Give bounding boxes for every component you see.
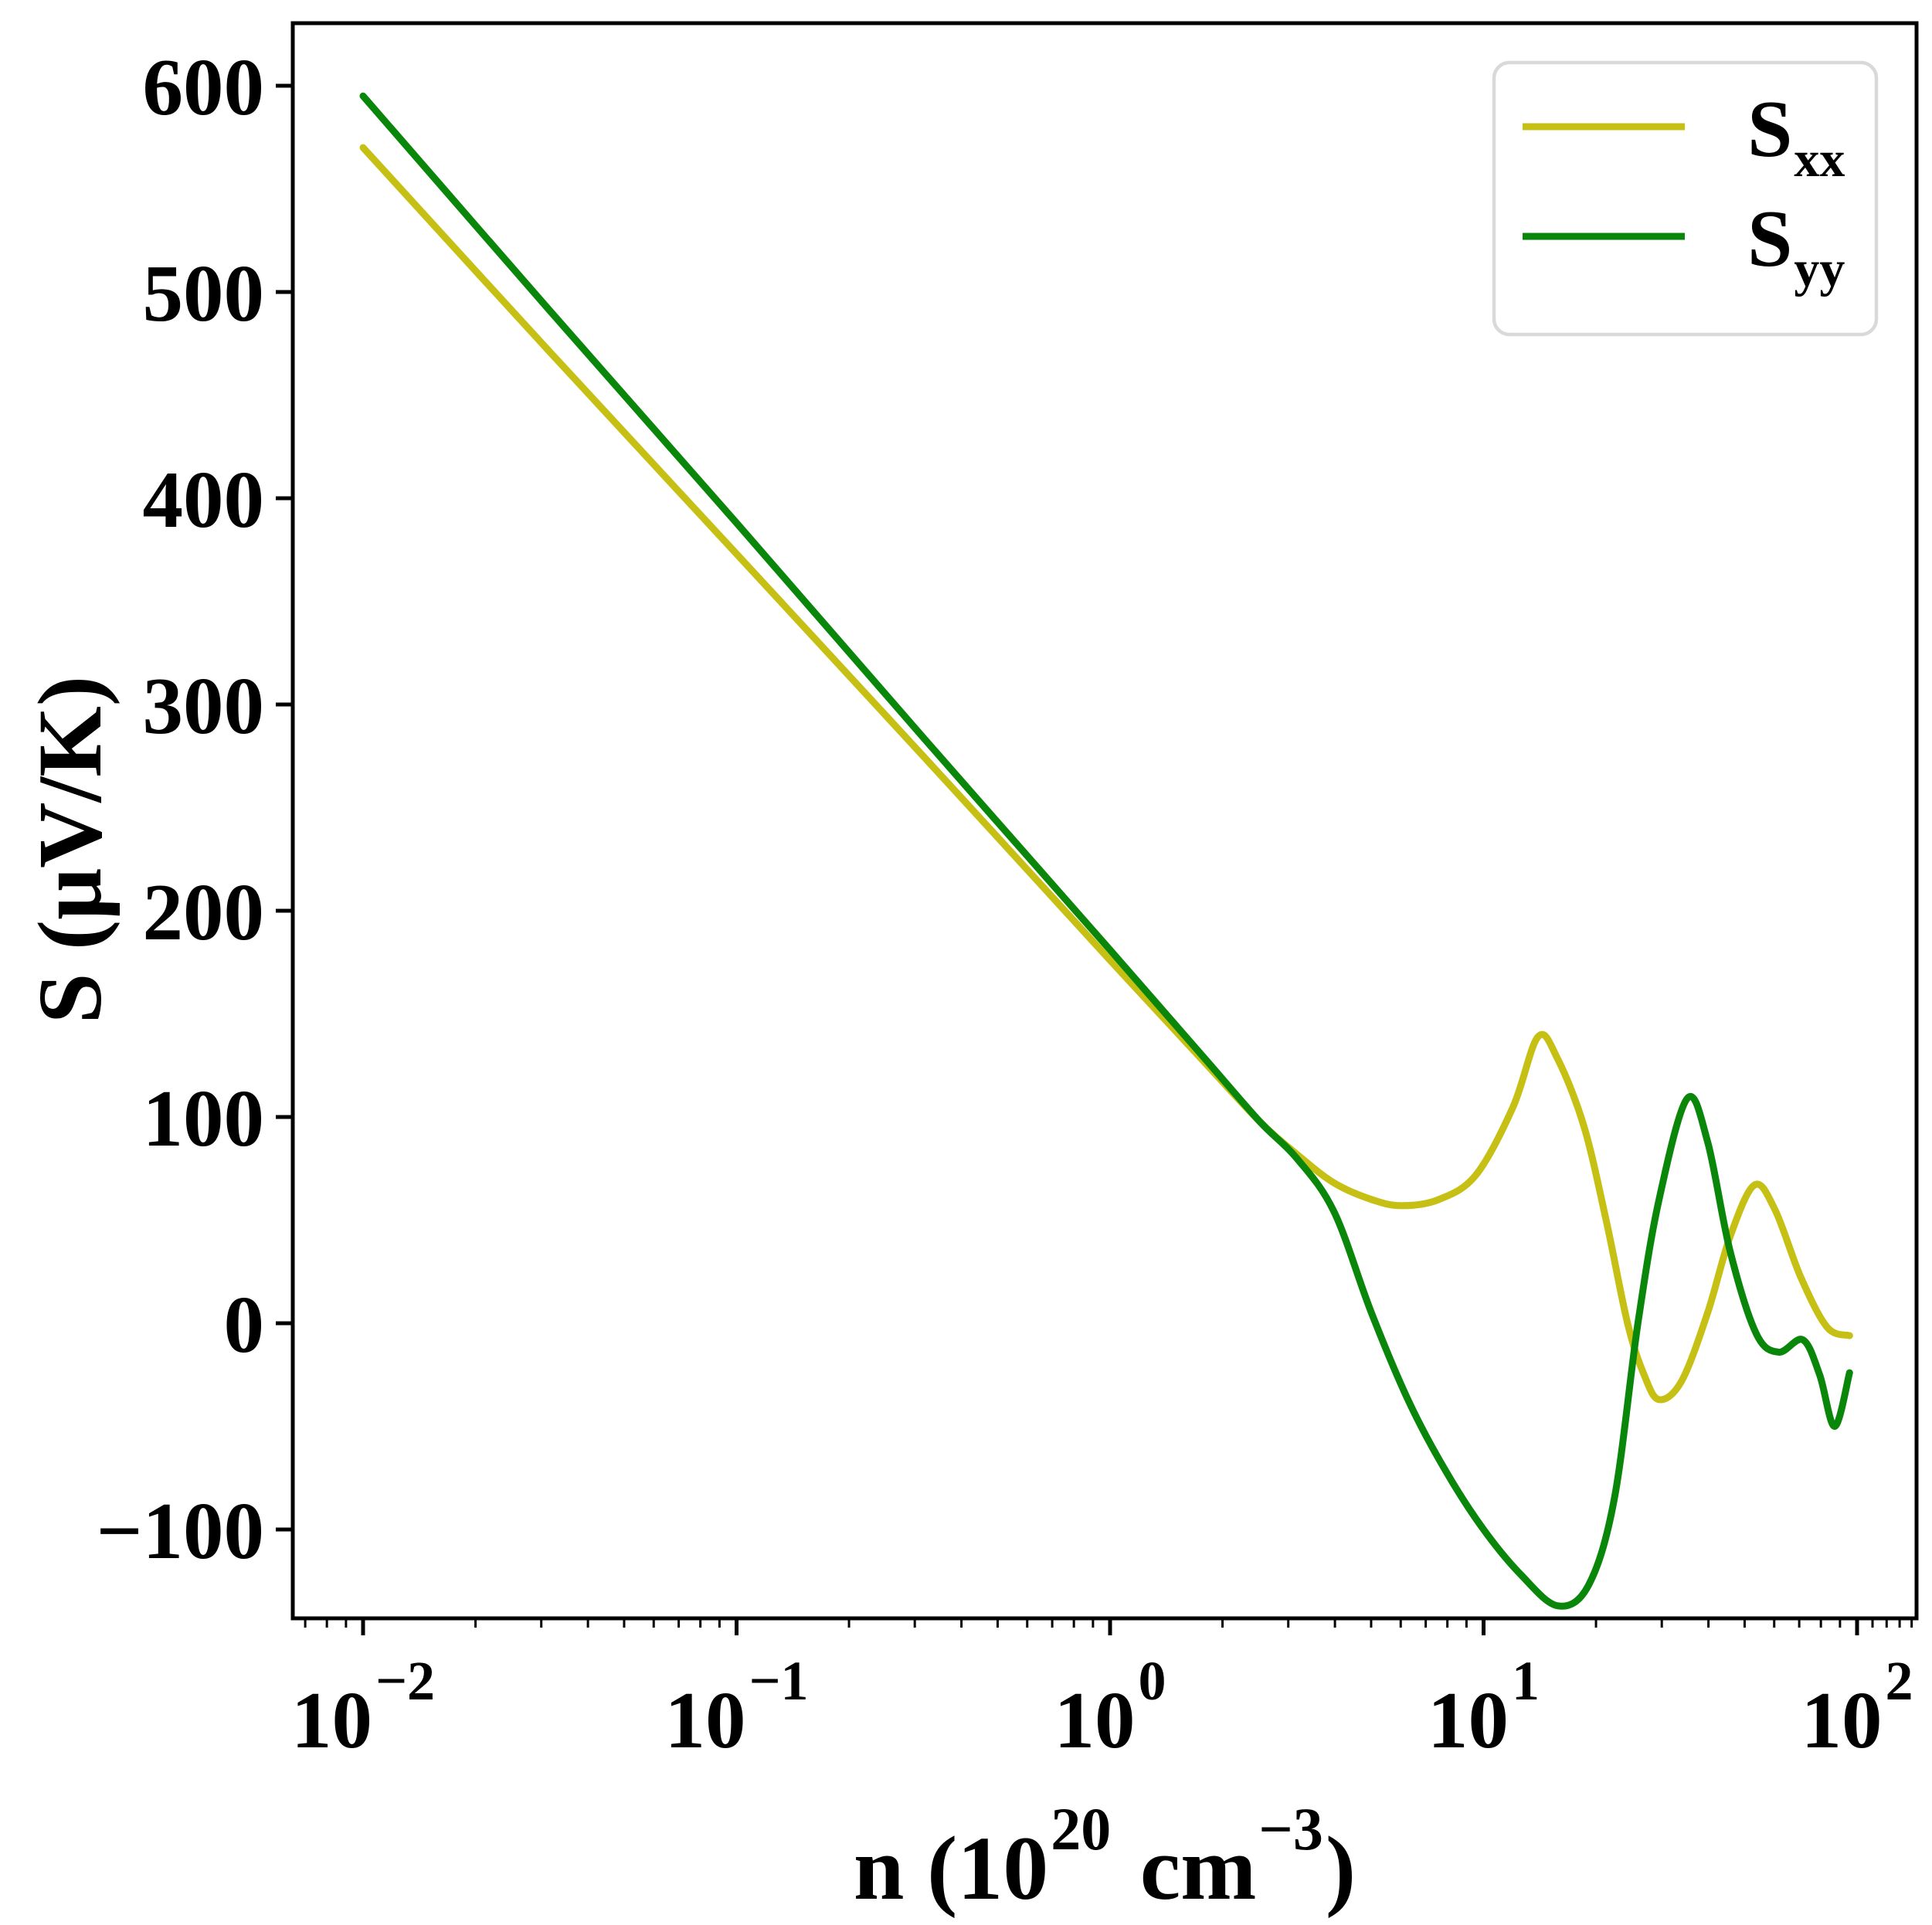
y-tick-label: −100 — [97, 1485, 264, 1576]
y-tick-label: 100 — [143, 1073, 265, 1163]
x-axis-label: n (1020 cm−3) — [854, 1795, 1356, 1919]
legend-entry-syy: Syy — [1523, 193, 1845, 297]
legend-box — [1492, 60, 1879, 337]
x-tick-label: 10−2 — [291, 1650, 435, 1765]
x-tick-label: 100 — [1054, 1650, 1166, 1765]
y-axis-label: S (μV/K) — [19, 676, 121, 1024]
legend-label-syy: Syy — [1747, 193, 1845, 297]
y-tick-label: 200 — [143, 867, 265, 957]
sxx-curve — [359, 144, 1853, 1404]
y-tick-label: 500 — [143, 248, 265, 338]
y-axis: 600 500 400 300 200 100 0 −100 — [97, 42, 293, 1576]
x-tick-label: 10−1 — [664, 1650, 808, 1765]
x-tick-label: 101 — [1428, 1650, 1540, 1765]
y-tick-label: 0 — [224, 1279, 265, 1370]
legend-label-sxx: Sxx — [1747, 83, 1845, 188]
plot-area-border — [290, 21, 1919, 1621]
y-tick-label: 400 — [143, 454, 265, 545]
x-axis: 10−2 10−1 100 101 102 — [291, 1618, 1913, 1765]
legend-entry-sxx: Sxx — [1523, 83, 1845, 188]
syy-curve — [359, 92, 1853, 1610]
x-tick-label: 102 — [1801, 1650, 1913, 1765]
y-tick-label: 300 — [143, 660, 265, 751]
y-tick-label: 600 — [143, 42, 265, 132]
